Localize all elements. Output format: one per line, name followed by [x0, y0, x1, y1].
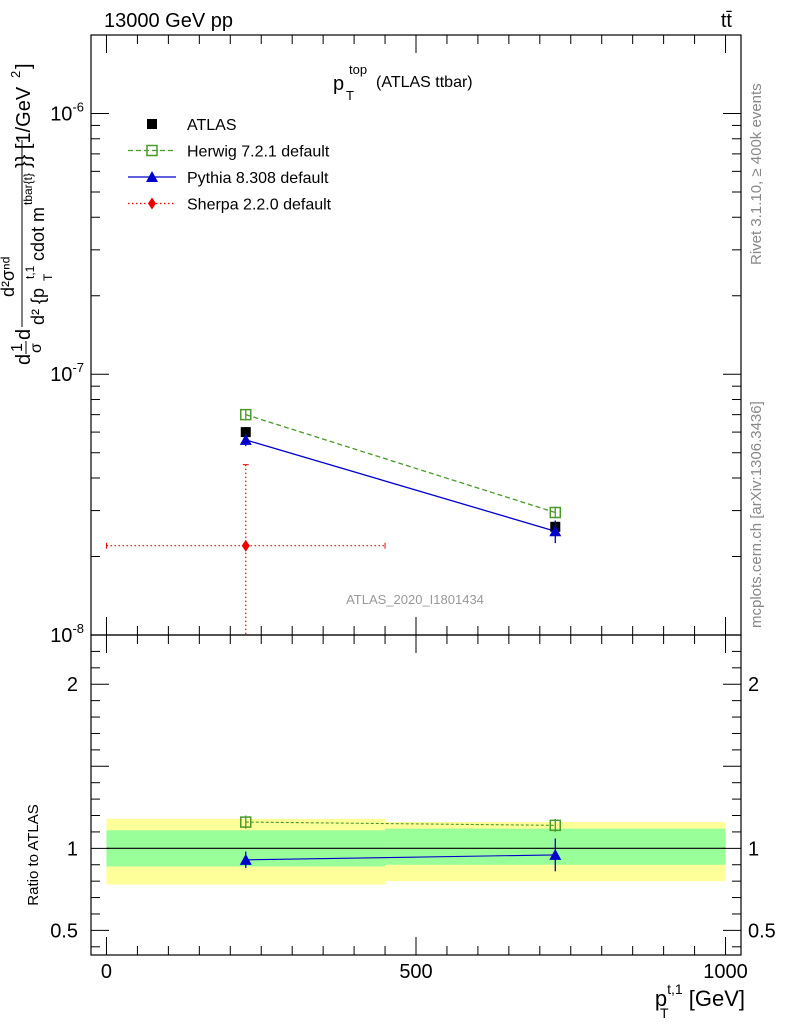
y-tick-label-base: 10 [50, 625, 72, 647]
mc-point [549, 506, 562, 519]
ratio-plot-frame [90, 634, 742, 956]
x-axis-label-p: p [655, 986, 667, 1011]
y-axis-label-unit-sup: 2 [8, 71, 23, 78]
header-right: tt̄ [721, 10, 733, 32]
legend-label-3: Sherpa 2.2.0 default [187, 197, 332, 214]
sherpa-point [241, 539, 250, 552]
legend-label-2: Pythia 8.308 default [187, 170, 329, 187]
y-axis-label-den2-sup: tbar{t} [21, 173, 35, 205]
y-tick-label: 10-7 [50, 360, 84, 386]
watermark: ATLAS_2020_I1801434 [346, 592, 484, 607]
ratio-tick-label-right: 0.5 [748, 920, 776, 942]
legend-marker-1 [146, 144, 158, 157]
ratio-point [549, 819, 562, 832]
y-axis-label-frac-den: σ [28, 343, 45, 353]
y-axis-label-num: d²σⁿᵈ [0, 256, 18, 297]
legend-label-0: ATLAS [187, 117, 237, 134]
x-axis-label-sup: t,1 [667, 981, 683, 997]
ratio-point [549, 848, 562, 860]
x-axis-label-sub: T [660, 1005, 669, 1021]
atlas-point [240, 427, 251, 438]
y-axis-label-den: d² {p [28, 288, 48, 325]
y-axis-label-den2: cdot m [28, 207, 48, 261]
ratio-point [240, 816, 252, 828]
x-tick-label: 500 [399, 961, 432, 983]
ratio-tick-label-right: 1 [748, 838, 759, 860]
plot-title-text: (ATLAS ttbar) [376, 74, 473, 91]
y-axis-label-frac-num: 1 [9, 343, 26, 352]
series-line-1 [245, 439, 556, 532]
mc-point [549, 525, 562, 537]
plot-title-p: p [333, 73, 344, 95]
side-label-top: Rivet 3.1.10, ≥ 400k events [748, 83, 765, 265]
x-tick-label: 1000 [703, 961, 748, 983]
mc-point [240, 408, 252, 421]
ratio-tick-label-left: 1 [67, 838, 78, 860]
data-marks [105, 408, 562, 872]
ratio-bands [106, 818, 726, 885]
y-axis-label-den-sup: t,1 [23, 265, 37, 279]
legend-marker-2 [146, 171, 158, 182]
ratio-line-0 [245, 821, 556, 826]
ratio-tick-label-right: 2 [748, 674, 759, 696]
y-tick-label-base: 10 [50, 103, 72, 125]
series-line-0 [245, 414, 556, 514]
header-left: 13000 GeV pp [104, 10, 233, 32]
x-axis-label: pt,1 [GeV] [655, 981, 745, 1011]
ratio-line-1 [245, 854, 556, 861]
legend-marker-3 [148, 197, 156, 210]
ratio-axis-label: Ratio to ATLAS [25, 804, 42, 905]
axis-ticks: 10-810-710-60.5 0.51 12 20 500 1000 [50, 34, 776, 983]
text-labels: 13000 GeV pp tt̄ ATLAS_2020_I1801434 Riv… [0, 10, 765, 1021]
mc-point [239, 433, 252, 445]
y-tick-label-exponent: -7 [72, 360, 84, 375]
y-axis-label-unit-close: ] [13, 63, 35, 69]
ratio-point [239, 853, 252, 865]
y-tick-label-exponent: -8 [72, 621, 84, 636]
x-tick-label: 0 [101, 961, 112, 983]
legend-marker-0 [147, 119, 157, 129]
y-axis-label-den-sub: T [41, 273, 55, 281]
y-tick-label-base: 10 [50, 364, 72, 386]
legend-label-1: Herwig 7.2.1 default [187, 144, 330, 161]
plot-title-sub: T [346, 88, 354, 103]
y-tick-label-exponent: -6 [72, 99, 84, 114]
y-tick-label: 10-8 [50, 621, 84, 647]
x-axis-label-unit: [GeV] [683, 986, 745, 1011]
plot-title-sup: top [349, 62, 367, 77]
ratio-tick-label-left: 2 [67, 674, 78, 696]
side-label-bottom: mcplots.cern.ch [arXiv:1306.3436] [748, 401, 765, 628]
ratio-tick-label-left: 0.5 [50, 920, 78, 942]
y-axis-label-d2: d [13, 329, 35, 340]
legend: ATLAS Herwig 7.2.1 default Pythia 8.308 de… [128, 117, 332, 214]
y-axis-label-close: }} [1/GeV [13, 86, 35, 168]
y-tick-label: 10-6 [50, 99, 84, 125]
y-axis-label-d: d [13, 354, 35, 365]
